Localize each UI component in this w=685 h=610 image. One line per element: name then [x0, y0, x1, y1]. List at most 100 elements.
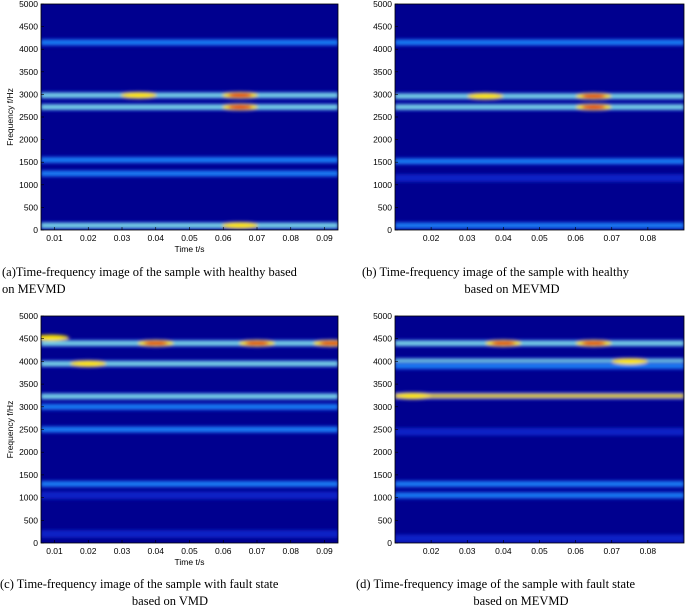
- band-a-4: [41, 171, 338, 176]
- x-axis-label-a: Time t/s: [175, 244, 205, 254]
- y-tick-label-b-4: 2000: [373, 135, 392, 145]
- y-tick-label-b-2: 1000: [373, 180, 392, 190]
- y-tick-label-a-10: 5000: [19, 0, 38, 9]
- x-tick-label-b-6: 0.08: [640, 233, 657, 243]
- y-tick-label-a-4: 2000: [19, 135, 38, 145]
- hotspot-d-3: [617, 359, 642, 364]
- band-a-5: [41, 223, 338, 228]
- y-tick-label-d-5: 2500: [373, 425, 392, 435]
- y-tick-label-c-5: 2500: [19, 425, 38, 435]
- band-c-5: [41, 481, 338, 486]
- band-d-6: [395, 493, 684, 498]
- y-tick-label-b-5: 2500: [373, 112, 392, 122]
- x-tick-label-a-4: 0.05: [181, 233, 198, 243]
- y-tick-label-a-3: 1500: [19, 157, 38, 167]
- plot-background-a: [41, 4, 338, 230]
- y-tick-label-a-6: 3000: [19, 89, 38, 99]
- y-tick-label-d-6: 3000: [373, 402, 392, 412]
- band-b-3: [395, 159, 684, 164]
- y-tick-label-c-4: 2000: [19, 447, 38, 457]
- x-tick-label-a-0: 0.01: [46, 233, 63, 243]
- x-tick-label-c-1: 0.02: [80, 546, 97, 556]
- x-tick-label-c-3: 0.04: [147, 546, 164, 556]
- x-tick-label-c-7: 0.08: [282, 546, 299, 556]
- x-tick-label-d-6: 0.08: [640, 546, 657, 556]
- caption-c-line1: (c) Time-frequency image of the sample w…: [0, 577, 279, 591]
- band-b-0: [395, 40, 684, 45]
- band-d-2: [395, 363, 684, 368]
- hotspot-a-1: [228, 93, 253, 98]
- hotspot-b-1: [581, 94, 606, 99]
- band-c-4: [41, 427, 338, 432]
- x-tick-label-b-4: 0.06: [567, 233, 584, 243]
- y-tick-label-a-7: 3500: [19, 67, 38, 77]
- y-tick-label-c-9: 4500: [19, 334, 38, 344]
- band-b-5: [395, 223, 684, 228]
- hotspot-d-2: [401, 394, 426, 398]
- x-tick-label-c-6: 0.07: [249, 546, 266, 556]
- x-tick-label-d-2: 0.04: [495, 546, 512, 556]
- y-tick-label-b-9: 4500: [373, 22, 392, 32]
- caption-a-line1: (a)Time-frequency image of the sample wi…: [2, 265, 297, 279]
- y-tick-label-c-0: 0: [33, 538, 38, 548]
- y-tick-label-a-1: 500: [24, 202, 38, 212]
- y-axis-label-a: Frequency f/Hz: [5, 88, 15, 146]
- x-tick-label-a-5: 0.06: [215, 233, 232, 243]
- x-tick-label-b-3: 0.05: [531, 233, 548, 243]
- y-tick-label-d-0: 0: [387, 538, 392, 548]
- band-c-2: [41, 394, 338, 399]
- band-c-3: [41, 404, 338, 409]
- band-b-1: [395, 94, 684, 99]
- y-tick-label-d-8: 4000: [373, 356, 392, 366]
- x-tick-label-a-1: 0.02: [80, 233, 97, 243]
- hotspot-a-2: [228, 105, 253, 109]
- y-tick-label-d-10: 5000: [373, 311, 392, 321]
- panel-a: 0 500 1000 1500 2000 2500 3000 3500 4000 4500 5000…: [5, 0, 339, 254]
- x-tick-label-a-8: 0.09: [316, 233, 333, 243]
- x-tick-label-c-8: 0.09: [316, 546, 333, 556]
- x-tick-label-c-4: 0.05: [181, 546, 198, 556]
- x-tick-label-c-0: 0.01: [46, 546, 63, 556]
- band-a-1: [41, 93, 338, 98]
- x-tick-label-c-5: 0.06: [215, 546, 232, 556]
- hotspot-c-4: [76, 361, 101, 366]
- x-tick-label-b-1: 0.03: [459, 233, 476, 243]
- band-c-0: [41, 341, 338, 346]
- panel-b: 0 500 1000 1500 2000 2500 3000 3500 4000 4500 5000…: [373, 0, 685, 243]
- y-tick-label-d-9: 4500: [373, 334, 392, 344]
- panel-d: 0 500 1000 1500 2000 2500 3000 3500 4000 4500 5000…: [373, 311, 685, 556]
- y-tick-label-b-8: 4000: [373, 44, 392, 54]
- y-tick-label-a-2: 1000: [19, 180, 38, 190]
- caption-d-line1: (d) Time-frequency image of the sample w…: [356, 577, 636, 591]
- x-tick-label-c-2: 0.03: [114, 546, 131, 556]
- hotspot-b-0: [473, 94, 498, 99]
- x-tick-label-a-6: 0.07: [249, 233, 266, 243]
- band-d-0: [395, 341, 684, 346]
- x-tick-label-d-5: 0.07: [603, 546, 620, 556]
- y-tick-label-c-2: 1000: [19, 493, 38, 503]
- band-a-0: [41, 40, 338, 45]
- y-tick-label-a-9: 4500: [19, 22, 38, 32]
- x-tick-label-a-2: 0.03: [114, 233, 131, 243]
- band-c-6: [41, 493, 338, 498]
- y-tick-label-b-1: 500: [378, 202, 392, 212]
- band-b-2: [395, 105, 684, 110]
- y-tick-label-b-0: 0: [387, 225, 392, 235]
- y-axis-label-c: Frequency f/Hz: [5, 401, 15, 459]
- y-tick-label-d-4: 2000: [373, 447, 392, 457]
- panel-c: 0 500 1000 1500 2000 2500 3000 3500 4000 4500 5000…: [5, 311, 339, 567]
- x-tick-label-d-4: 0.06: [567, 546, 584, 556]
- hotspot-c-1: [143, 341, 168, 346]
- caption-b-line1: (b) Time-frequency image of the sample w…: [362, 265, 629, 279]
- band-c-7: [41, 531, 338, 536]
- caption-a-line2: on MEVMD: [2, 282, 66, 296]
- x-tick-label-d-1: 0.03: [459, 546, 476, 556]
- y-tick-label-c-8: 4000: [19, 356, 38, 366]
- band-d-3: [395, 393, 684, 398]
- band-a-2: [41, 105, 338, 110]
- y-tick-label-b-3: 1500: [373, 157, 392, 167]
- y-tick-label-c-10: 5000: [19, 311, 38, 321]
- hotspot-a-0: [126, 93, 151, 98]
- y-tick-label-a-0: 0: [33, 225, 38, 235]
